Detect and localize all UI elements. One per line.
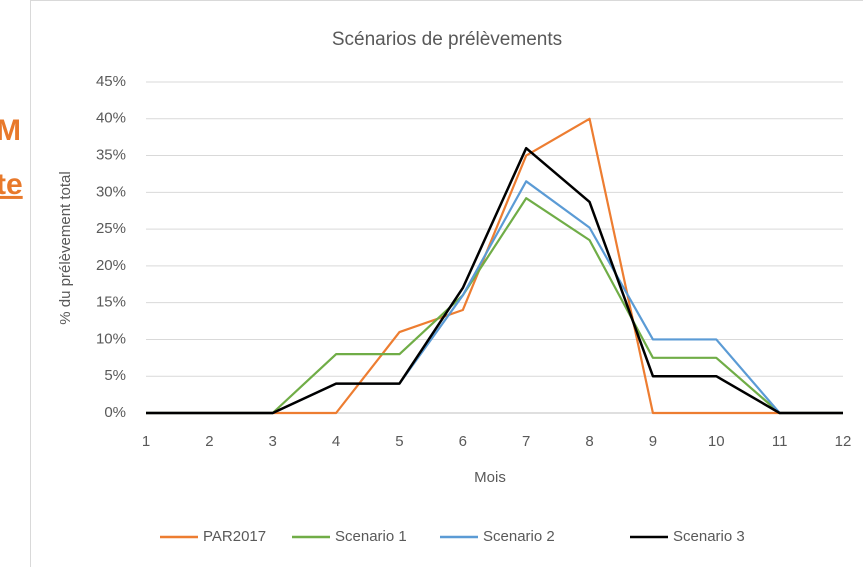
x-tick-label: 2 bbox=[205, 433, 213, 450]
x-axis-label: Mois bbox=[474, 469, 506, 486]
y-tick-label: 25% bbox=[96, 220, 126, 237]
y-tick-label: 30% bbox=[96, 183, 126, 200]
x-tick-label: 7 bbox=[522, 433, 530, 450]
x-tick-label: 6 bbox=[459, 433, 467, 450]
y-tick-label: 40% bbox=[96, 110, 126, 127]
legend-label: Scenario 3 bbox=[673, 528, 745, 545]
chart-title: Scénarios de prélèvements bbox=[332, 29, 562, 50]
y-tick-label: 15% bbox=[96, 294, 126, 311]
x-tick-label: 8 bbox=[585, 433, 593, 450]
legend-label: Scenario 1 bbox=[335, 528, 407, 545]
x-tick-label: 4 bbox=[332, 433, 340, 450]
background-text: M bbox=[0, 114, 21, 147]
series-line bbox=[146, 146, 843, 415]
x-tick-label: 1 bbox=[142, 433, 150, 450]
y-tick-label: 45% bbox=[96, 73, 126, 90]
legend-label: Scenario 2 bbox=[483, 528, 555, 545]
x-tick-label: 11 bbox=[772, 433, 788, 450]
x-tick-label: 9 bbox=[649, 433, 657, 450]
x-tick-label: 3 bbox=[269, 433, 277, 450]
y-tick-label: 0% bbox=[104, 404, 126, 421]
background-text: te bbox=[0, 168, 23, 201]
x-tick-label: 5 bbox=[395, 433, 403, 450]
y-tick-label: 20% bbox=[96, 257, 126, 274]
x-tick-label: 10 bbox=[708, 433, 725, 450]
x-tick-label: 12 bbox=[835, 433, 852, 450]
y-tick-label: 10% bbox=[96, 330, 126, 347]
y-tick-label: 35% bbox=[96, 147, 126, 164]
legend-label: PAR2017 bbox=[203, 528, 266, 545]
y-tick-label: 5% bbox=[104, 367, 126, 384]
chart-area bbox=[30, 0, 863, 567]
y-axis-label: % du prélèvement total bbox=[57, 171, 74, 324]
